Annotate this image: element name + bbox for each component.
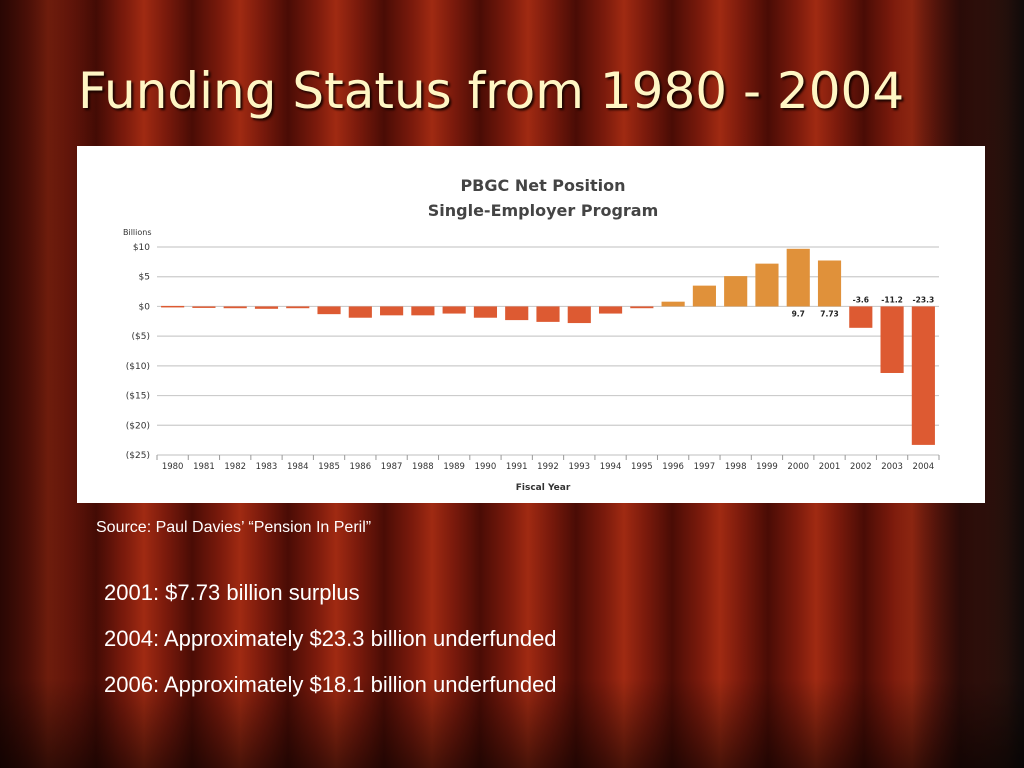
bar-2002: [849, 306, 873, 328]
bar-1998: [724, 276, 748, 307]
bar-1987: [380, 306, 404, 316]
bar-1993: [567, 306, 591, 324]
x-tick-label: 1995: [631, 462, 653, 472]
x-tick-label: 2003: [881, 462, 903, 472]
x-tick-label: 2002: [850, 462, 872, 472]
x-tick-label: 1992: [537, 462, 559, 472]
x-tick-label: 1993: [568, 462, 590, 472]
bar-1981: [192, 306, 216, 308]
bar-1991: [505, 306, 529, 321]
data-labels: 9.7 7.73 -3.6 -11.2 -23.3: [792, 295, 935, 318]
x-tick-label: 1983: [256, 462, 278, 472]
bar-1986: [348, 306, 372, 318]
bar-1997: [692, 285, 716, 307]
y-tick-labels: $10 $5 $0 ($5) ($10) ($15) ($20) ($25): [126, 243, 150, 461]
y-tick-label: ($5): [132, 332, 150, 342]
data-label-2001: 7.73: [820, 309, 839, 318]
x-tick-label: 1996: [662, 462, 684, 472]
bar-1995: [630, 306, 654, 309]
y-tick-label: ($25): [126, 451, 150, 461]
bar-1992: [536, 306, 560, 322]
data-label-2004: -23.3: [913, 295, 935, 304]
bar-2004: [911, 306, 935, 445]
note-2004: 2004: Approximately $23.3 billion underf…: [104, 626, 557, 651]
x-tick-label: 1987: [381, 462, 403, 472]
x-tick-label: 1981: [193, 462, 215, 472]
bar-1988: [411, 306, 435, 316]
x-tick-label: 1984: [287, 462, 309, 472]
bar-2000: [786, 248, 810, 307]
chart-subtitle: Single-Employer Program: [428, 201, 659, 220]
x-tick-label: 1982: [224, 462, 246, 472]
slide-title: Funding Status from 1980 - 2004: [78, 62, 905, 120]
source-citation: Source: Paul Davies’ “Pension In Peril”: [96, 519, 372, 536]
bar-2001: [817, 260, 842, 307]
bar-1984: [286, 306, 310, 309]
y-tick-label: ($15): [126, 392, 150, 402]
y-tick-label: ($20): [126, 421, 150, 431]
funding-notes-list: 2001: $7.73 billion surplus 2004: Approx…: [104, 578, 557, 716]
y-tick-label: ($10): [126, 362, 150, 372]
x-tick-label: 2000: [787, 462, 809, 472]
x-axis-label: Fiscal Year: [516, 483, 571, 493]
bar-1989: [442, 306, 466, 314]
pbgc-bar-chart: PBGC Net Position Single-Employer Progra…: [123, 176, 940, 493]
note-2006: 2006: Approximately $18.1 billion underf…: [104, 672, 557, 697]
x-tick-label: 1998: [725, 462, 747, 472]
chart-panel: PBGC Net Position Single-Employer Progra…: [77, 146, 985, 503]
bar-1994: [598, 306, 623, 314]
x-tick-label: 2004: [913, 462, 935, 472]
bar-2003: [880, 306, 904, 373]
chart-title: PBGC Net Position: [460, 176, 625, 195]
data-label-2000: 9.7: [792, 309, 805, 318]
bar-1999: [755, 263, 779, 307]
bar-1985: [317, 306, 341, 315]
y-tick-label: $0: [139, 302, 151, 312]
data-label-2002: -3.6: [853, 295, 869, 304]
y-tick-label: $5: [139, 273, 150, 283]
x-tick-label: 1980: [162, 462, 184, 472]
bar-1983: [254, 306, 279, 309]
x-tick-label: 1985: [318, 462, 340, 472]
y-axis-unit-label: Billions: [123, 228, 152, 237]
bar-1996: [661, 301, 685, 307]
x-tick-label: 1997: [694, 462, 716, 472]
x-tick-label: 1986: [349, 462, 371, 472]
x-tick-label: 1994: [600, 462, 622, 472]
note-2001: 2001: $7.73 billion surplus: [104, 580, 360, 605]
x-tick-labels: 1980 1981 1982 1983 1984 1985 1986 1987 1988 1989…: [162, 462, 934, 472]
x-tick-label: 1989: [443, 462, 465, 472]
x-tick-label: 1991: [506, 462, 528, 472]
x-tick-label: 1990: [475, 462, 497, 472]
x-tick-label: 1999: [756, 462, 778, 472]
bar-1980: [161, 305, 185, 308]
x-tick-label: 2001: [819, 462, 841, 472]
y-tick-label: $10: [133, 243, 150, 253]
x-tick-label: 1988: [412, 462, 434, 472]
data-label-2003: -11.2: [881, 295, 903, 304]
bar-1990: [473, 306, 498, 318]
bar-1982: [223, 306, 247, 309]
bars: [161, 248, 935, 445]
